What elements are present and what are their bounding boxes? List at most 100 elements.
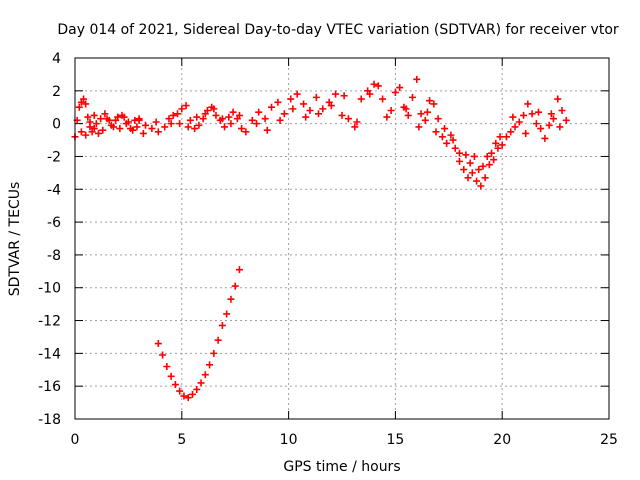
x-tick-label: 15 — [386, 432, 404, 448]
data-point — [174, 110, 182, 118]
data-point — [344, 115, 352, 123]
data-point — [180, 392, 188, 400]
data-point — [455, 149, 463, 157]
data-point — [374, 82, 382, 90]
data-point — [545, 121, 553, 129]
data-point — [462, 151, 470, 159]
data-point — [315, 110, 323, 118]
data-point — [383, 113, 391, 121]
data-point — [201, 371, 209, 379]
data-point — [218, 321, 226, 329]
data-point — [473, 177, 481, 185]
data-point — [165, 115, 173, 123]
data-point — [479, 162, 487, 170]
data-point — [129, 126, 137, 134]
data-point — [496, 133, 504, 141]
data-point — [441, 125, 449, 133]
data-point — [413, 75, 421, 83]
data-point — [287, 95, 295, 103]
data-point — [485, 161, 493, 169]
data-point — [426, 97, 434, 105]
data-point — [423, 108, 431, 116]
data-point — [464, 174, 472, 182]
chart-title: Day 014 of 2021, Sidereal Day-to-day VTE… — [57, 22, 619, 38]
data-point — [223, 310, 231, 318]
data-point — [178, 105, 186, 113]
data-point — [210, 349, 218, 357]
series-band-18-20h-dip — [455, 133, 506, 190]
data-point — [274, 98, 282, 106]
data-point — [201, 110, 209, 118]
data-point — [455, 157, 463, 165]
data-point — [443, 139, 451, 147]
data-point — [167, 120, 175, 128]
data-point — [396, 84, 404, 92]
data-point — [537, 125, 545, 133]
data-point — [176, 120, 184, 128]
data-point — [554, 95, 562, 103]
data-point — [99, 126, 107, 134]
data-point — [332, 90, 340, 98]
data-point — [238, 125, 246, 133]
data-point — [169, 111, 177, 119]
data-point — [289, 105, 297, 113]
series-band-20-23h — [502, 95, 570, 142]
data-point — [112, 116, 120, 124]
data-point — [312, 93, 320, 101]
data-point — [549, 115, 557, 123]
data-point — [415, 123, 423, 131]
data-point — [218, 115, 226, 123]
data-point — [116, 125, 124, 133]
data-point — [184, 123, 192, 131]
data-point — [231, 282, 239, 290]
data-point — [357, 95, 365, 103]
data-point — [229, 108, 237, 116]
data-point — [387, 107, 395, 115]
data-point — [268, 103, 276, 111]
y-tick-labels: 4 2 0 -2 -4 -6 -8 -10 -12 -14 -16 -18 — [38, 51, 61, 428]
x-tick-label: 10 — [280, 432, 298, 448]
plot-frame — [74, 57, 610, 420]
data-point — [235, 266, 243, 274]
data-point — [353, 118, 361, 126]
data-point — [447, 131, 455, 139]
data-point — [186, 116, 194, 124]
data-point — [97, 115, 105, 123]
data-point — [80, 95, 88, 103]
data-point — [466, 159, 474, 167]
data-point — [191, 125, 199, 133]
data-point — [141, 121, 149, 129]
data-point — [558, 107, 566, 115]
y-tick-label: -8 — [47, 248, 61, 264]
data-marks — [71, 75, 570, 402]
data-point — [133, 123, 141, 131]
x-tick-label: 25 — [600, 432, 618, 448]
data-point — [193, 113, 201, 121]
data-point — [214, 336, 222, 344]
x-tick-label: 5 — [177, 432, 186, 448]
data-point — [176, 387, 184, 395]
y-tick-label: -12 — [38, 314, 61, 330]
series-deep-arc-4-8h — [154, 266, 243, 402]
data-point — [302, 113, 310, 121]
data-point — [120, 113, 128, 121]
data-point — [101, 110, 109, 118]
data-point — [488, 149, 496, 157]
data-point — [340, 92, 348, 100]
data-point — [276, 116, 284, 124]
data-point — [402, 105, 410, 113]
data-point — [248, 116, 256, 124]
y-tick-label: -6 — [47, 215, 61, 231]
data-point — [430, 100, 438, 108]
data-point — [379, 95, 387, 103]
data-point — [86, 118, 94, 126]
x-axis-label: GPS time / hours — [283, 459, 400, 475]
data-point — [75, 103, 83, 111]
data-point — [470, 152, 478, 160]
data-point — [195, 121, 203, 129]
data-point — [135, 116, 143, 124]
data-point — [520, 111, 528, 119]
data-point — [494, 144, 502, 152]
data-point — [154, 340, 162, 348]
